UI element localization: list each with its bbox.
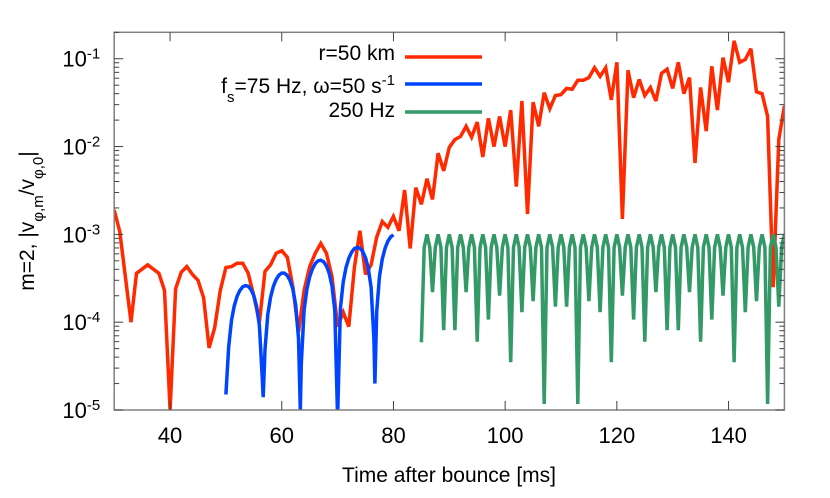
- series-line-3: [419, 234, 785, 405]
- x-tick-label: 100: [487, 423, 524, 448]
- x-axis-label: Time after bounce [ms]: [342, 464, 556, 487]
- series-layer: [114, 40, 785, 410]
- y-tick-label: 10-4: [62, 309, 100, 336]
- y-tick-label: 10-5: [62, 397, 100, 424]
- legend-label-2: fs=75 Hz, ω=50 s-1: [221, 72, 395, 106]
- y-tick-label: 10-2: [62, 133, 100, 160]
- x-tick-label: 60: [270, 423, 294, 448]
- x-tick-label: 80: [381, 423, 405, 448]
- legend-label-3: 250 Hz: [328, 99, 395, 122]
- x-tick-label: 40: [158, 423, 182, 448]
- series-line-2: [224, 233, 395, 410]
- y-axis-label: m=2, |vφ,m/vφ,0|: [16, 151, 47, 291]
- legend-label-1: r=50 km: [319, 42, 395, 65]
- plot-frame: [113, 31, 786, 411]
- y-tick-label: 10-3: [62, 221, 100, 248]
- axes: 40 60 80 100 120 140 10-5 10-4 10-3 10-2 10-1: [62, 31, 786, 448]
- y-tick-label: 10-1: [62, 45, 100, 72]
- series-line-1: [114, 40, 785, 410]
- x-tick-label: 140: [710, 423, 747, 448]
- x-tick-label: 120: [598, 423, 635, 448]
